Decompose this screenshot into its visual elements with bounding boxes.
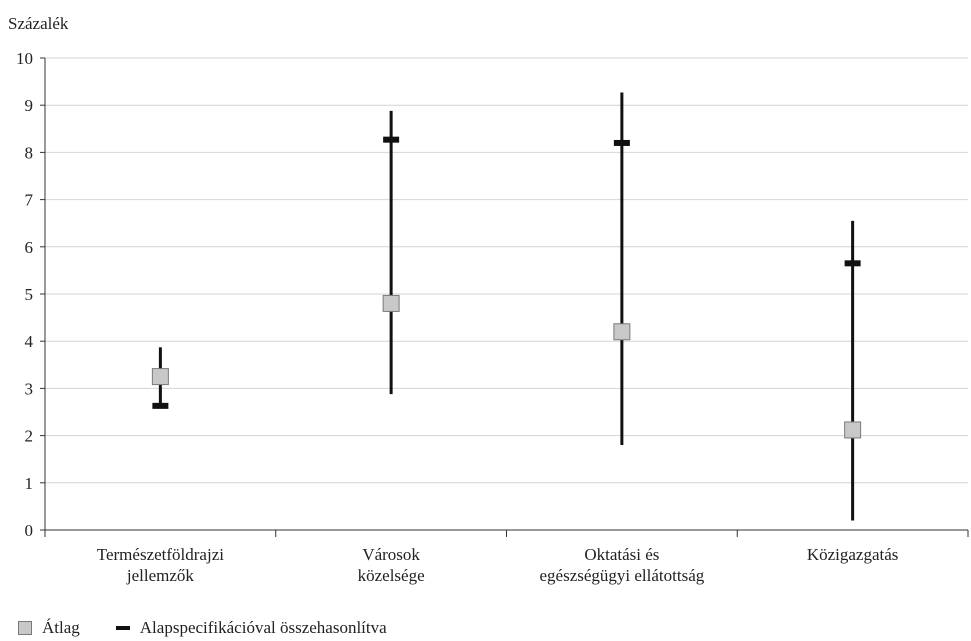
x-tick-label-line: jellemzők <box>126 566 195 585</box>
black-dash-icon <box>115 626 130 630</box>
y-tick-label: 7 <box>25 191 34 210</box>
gray-square-icon <box>18 621 32 635</box>
legend: Átlag Alapspecifikációval összehasonlítv… <box>18 618 423 638</box>
axes <box>40 57 969 537</box>
x-tick-label-line: Városok <box>362 545 420 564</box>
x-tick-labels: Természetföldrajzi jellemzők Városok közels… <box>97 545 899 585</box>
legend-item-atlag: Átlag <box>18 618 80 638</box>
y-tick-label: 9 <box>25 96 34 115</box>
y-tick-label: 6 <box>25 238 34 257</box>
dash-marker <box>613 139 630 146</box>
x-tick-label: Természetföldrajzi jellemzők <box>97 545 224 585</box>
dash-marker <box>152 402 169 409</box>
y-tick-label: 3 <box>25 379 34 398</box>
legend-item-alapspecifikacio: Alapspecifikációval összehasonlítva <box>115 618 387 638</box>
square-marker <box>151 368 169 386</box>
y-tick-label: 1 <box>25 474 34 493</box>
x-tick-label: Városok közelsége <box>358 545 425 585</box>
dash-marker <box>844 260 861 267</box>
square-marker <box>844 421 862 439</box>
x-tick-label-line: Természetföldrajzi <box>97 545 224 564</box>
legend-label-alapspecifikacio: Alapspecifikációval összehasonlítva <box>139 618 387 637</box>
y-tick-label: 10 <box>16 49 33 68</box>
y-axis-title: Százalék <box>8 14 69 33</box>
y-tick-label: 2 <box>25 427 34 446</box>
data-markers <box>151 136 862 439</box>
square-marker <box>382 294 400 312</box>
y-tick-label: 0 <box>25 521 34 540</box>
range-lines <box>158 92 855 521</box>
legend-label-atlag: Átlag <box>42 618 80 637</box>
x-tick-label-line: közelsége <box>358 566 425 585</box>
x-tick-label-line: Oktatási és <box>584 545 659 564</box>
y-tick-label: 4 <box>25 332 34 351</box>
x-tick-label-line: Közigazgatás <box>807 545 899 564</box>
x-tick-label-line: egészségügyi ellátottság <box>539 566 704 585</box>
y-tick-labels: 0 1 2 3 4 5 6 7 8 9 10 <box>16 49 34 540</box>
y-tick-label: 8 <box>25 143 34 162</box>
dash-marker <box>383 136 400 143</box>
x-tick-label: Közigazgatás <box>807 545 899 564</box>
square-marker <box>613 323 631 341</box>
gridlines <box>45 57 968 484</box>
y-tick-label: 5 <box>25 285 34 304</box>
x-tick-label: Oktatási és egészségügyi ellátottság <box>539 545 704 585</box>
